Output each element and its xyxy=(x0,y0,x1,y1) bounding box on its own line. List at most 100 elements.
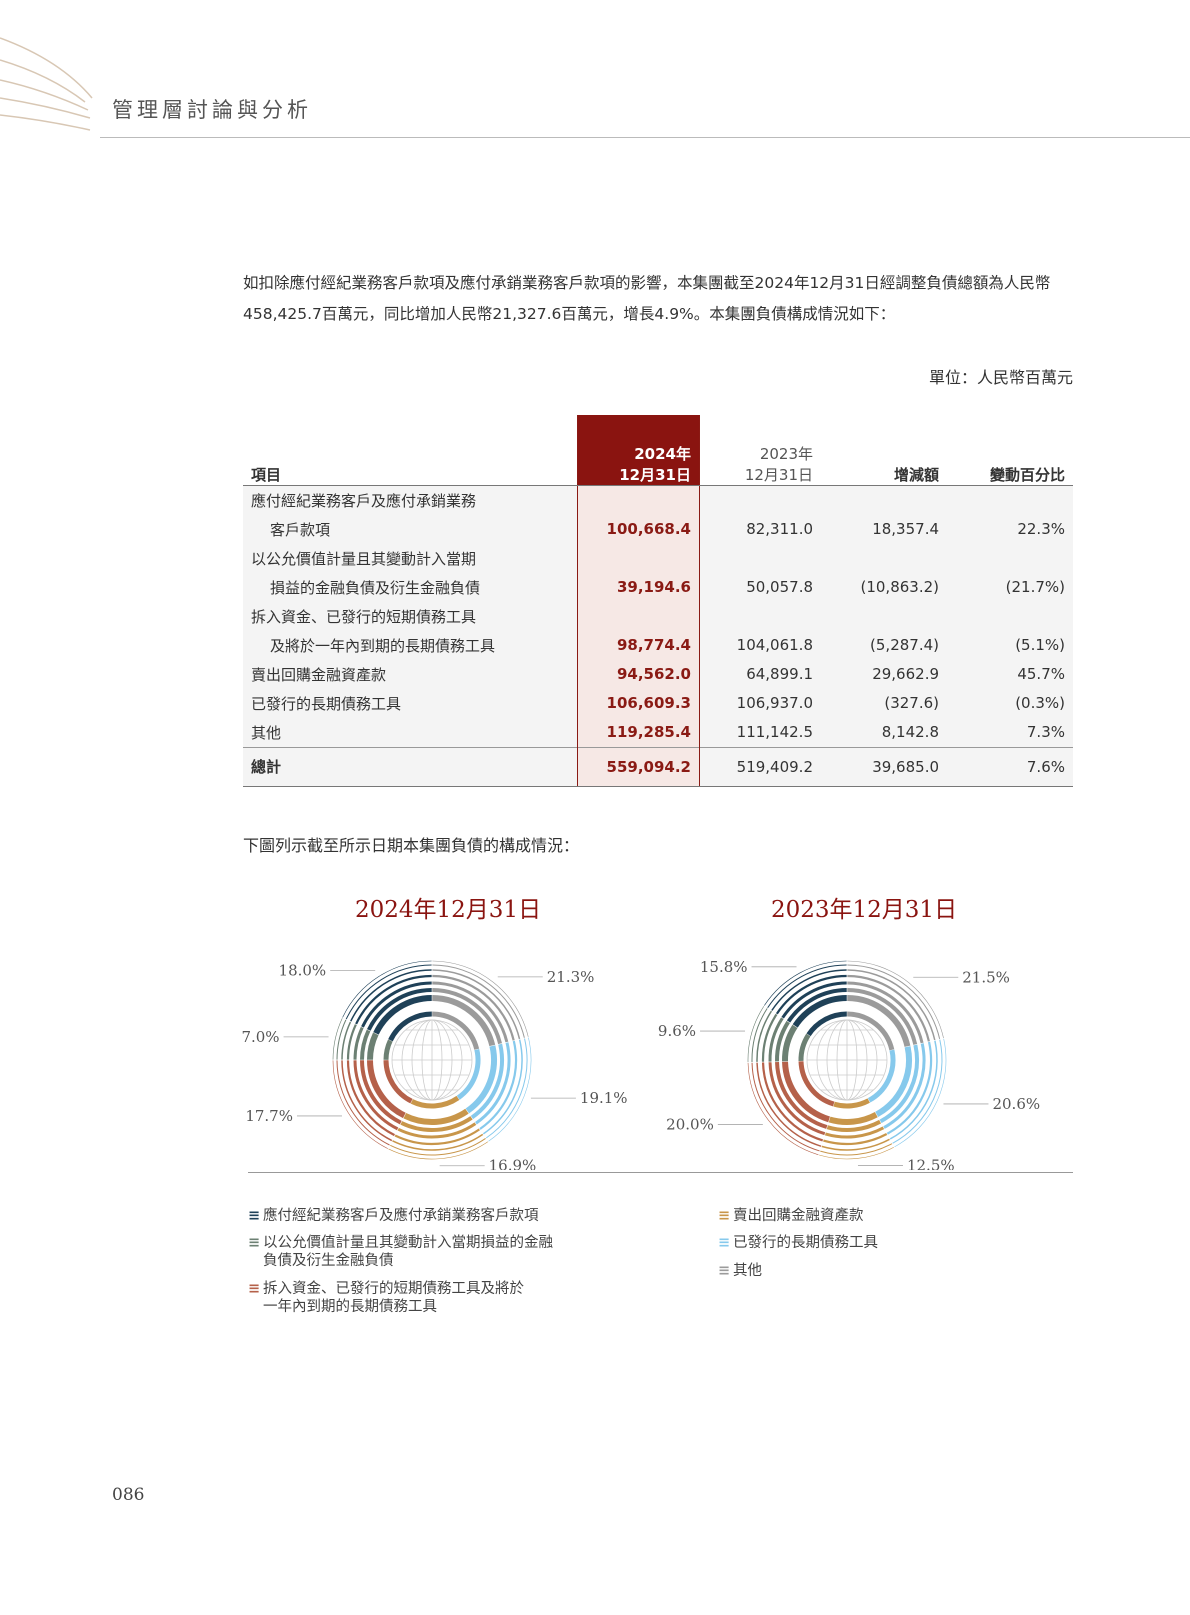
total-2024: 559,094.2 xyxy=(577,746,700,787)
table-row: 賣出回購金融資產款 94,562.0 64,899.1 29,662.9 45.7% xyxy=(243,659,1073,689)
value-2024: 119,285.4 xyxy=(577,717,700,747)
value-2023: 111,142.5 xyxy=(699,717,821,747)
slice-repo xyxy=(388,1095,489,1160)
table-row: 已發行的長期債務工具 106,609.3 106,937.0 (327.6) (0.3… xyxy=(243,688,1073,718)
table-row: 拆入資金、已發行的短期債務工具 xyxy=(243,601,1073,631)
col-item: 項目 xyxy=(243,415,578,486)
slice-label: 19.1% xyxy=(580,1089,628,1107)
slice-longterm xyxy=(456,1037,532,1142)
value-change: 29,662.9 xyxy=(821,659,947,689)
legend-item-borrow: ≡ 拆入資金、已發行的短期債務工具及將於 一年內到期的長期債務工具 xyxy=(248,1280,524,1316)
value-2024: 106,609.3 xyxy=(577,688,700,718)
table-total-row: 總計 559,094.2 519,409.2 39,685.0 7.6% xyxy=(243,746,1073,787)
row-label: 已發行的長期債務工具 xyxy=(243,688,578,718)
slice-longterm xyxy=(867,1038,947,1148)
legend-swatch-icon: ≡ xyxy=(718,1235,731,1251)
slice-other xyxy=(432,960,529,1050)
row-label: 以公允價值計量且其變動計入當期 xyxy=(243,543,578,573)
unit-label: 單位：人民幣百萬元 xyxy=(928,368,1073,387)
col-change: 增減額 xyxy=(821,415,947,486)
legend-item-repo: ≡ 賣出回購金融資產款 xyxy=(718,1207,864,1225)
total-change: 39,685.0 xyxy=(821,746,947,787)
legend-swatch-icon: ≡ xyxy=(718,1263,731,1279)
col-2024: 2024年 12月31日 xyxy=(577,415,700,486)
slice-label: 15.8% xyxy=(700,958,748,976)
value-pct: (5.1%) xyxy=(947,630,1073,660)
value-2023: 64,899.1 xyxy=(699,659,821,689)
legend-item-other: ≡ 其他 xyxy=(718,1262,762,1280)
table-row-cont: 及將於一年內到期的長期債務工具 98,774.4 104,061.8 (5,287.… xyxy=(243,630,1073,660)
legend-label: 已發行的長期債務工具 xyxy=(733,1235,878,1251)
globe-icon xyxy=(391,1019,473,1101)
value-pct: 22.3% xyxy=(947,514,1073,544)
value-2023: 50,057.8 xyxy=(699,572,821,602)
legend-label: 其他 xyxy=(733,1263,762,1279)
value-change: (5,287.4) xyxy=(821,630,947,660)
legend-item-brokerage: ≡ 應付經紀業務客戶及應付承銷業務客戶款項 xyxy=(248,1207,539,1225)
value-2023: 82,311.0 xyxy=(699,514,821,544)
slice-borrow xyxy=(747,1061,835,1156)
legend-label: 賣出回購金融資產款 xyxy=(733,1208,864,1224)
value-change: (10,863.2) xyxy=(821,572,947,602)
intro-paragraph: 如扣除應付經紀業務客戶款項及應付承銷業務客戶款項的影響，本集團截至2024年12… xyxy=(243,274,1051,323)
slice-label: 9.6% xyxy=(658,1022,696,1040)
slice-label: 20.6% xyxy=(992,1095,1040,1113)
slice-fvtpl xyxy=(332,1018,393,1060)
value-change: 18,357.4 xyxy=(821,514,947,544)
slice-repo xyxy=(819,1098,894,1160)
legend-label: 以公允價值計量且其變動計入當期損益的金融 負債及衍生金融負債 xyxy=(263,1235,553,1269)
row-label: 拆入資金、已發行的短期債務工具 xyxy=(243,601,578,631)
slice-borrow xyxy=(332,1060,413,1149)
value-change: (327.6) xyxy=(821,688,947,718)
value-2023: 104,061.8 xyxy=(699,630,821,660)
value-2024: 98,774.4 xyxy=(577,630,700,660)
table-row-cont: 客戶款項 100,668.4 82,311.0 18,357.4 22.3% xyxy=(243,514,1073,544)
slice-brokerage xyxy=(342,960,432,1042)
slice-brokerage xyxy=(764,960,847,1037)
donut-chart-0: 21.3% 19.1% 16.9% 17.7% 7.0% 18.0% xyxy=(241,960,628,1170)
donut-charts: 21.3% 19.1% 16.9% 17.7% 7.0% 18.0% 21.5% 20.6% 1… xyxy=(241,958,1040,1170)
slice-label: 20.0% xyxy=(666,1115,714,1133)
table-row: 以公允價值計量且其變動計入當期 xyxy=(243,543,1073,573)
total-label: 總計 xyxy=(243,746,578,787)
table-row-cont: 損益的金融負債及衍生金融負債 39,194.6 50,057.8 (10,863.2… xyxy=(243,572,1073,602)
chart-title-2023: 2023年12月31日 xyxy=(771,897,958,923)
globe-icon xyxy=(806,1019,888,1101)
header-arcs-decoration xyxy=(0,37,93,131)
legend-swatch-icon: ≡ xyxy=(248,1208,261,1224)
total-pct: 7.6% xyxy=(947,746,1073,787)
slice-label: 17.7% xyxy=(245,1107,293,1125)
slice-label: 16.9% xyxy=(489,1157,537,1170)
total-2023: 519,409.2 xyxy=(699,746,821,787)
slice-other xyxy=(847,960,944,1051)
row-label: 應付經紀業務客戶及應付承銷業務 xyxy=(243,485,578,515)
slice-fvtpl xyxy=(747,1006,811,1063)
slice-label: 7.0% xyxy=(241,1028,279,1046)
value-2024: 94,562.0 xyxy=(577,659,700,689)
row-label: 賣出回購金融資產款 xyxy=(243,659,578,689)
legend-swatch-icon: ≡ xyxy=(248,1281,261,1297)
legend-item-fvtpl: ≡ 以公允價值計量且其變動計入當期損益的金融 負債及衍生金融負債 xyxy=(248,1234,553,1270)
header-divider xyxy=(100,137,1190,138)
legend-item-longterm: ≡ 已發行的長期債務工具 xyxy=(718,1234,878,1252)
value-change: 8,142.8 xyxy=(821,717,947,747)
value-2023: 106,937.0 xyxy=(699,688,821,718)
row-label-cont: 損益的金融負債及衍生金融負債 xyxy=(243,572,578,602)
value-pct: (21.7%) xyxy=(947,572,1073,602)
donut-chart-1: 21.5% 20.6% 12.5% 20.0% 9.6% 15.8% xyxy=(658,958,1040,1170)
slice-label: 12.5% xyxy=(907,1156,955,1170)
value-2024: 39,194.6 xyxy=(577,572,700,602)
row-label-cont: 及將於一年內到期的長期債務工具 xyxy=(243,630,578,660)
table-row: 其他 119,285.4 111,142.5 8,142.8 7.3% xyxy=(243,717,1073,747)
chart-divider xyxy=(248,1172,1073,1173)
chart-title-2024: 2024年12月31日 xyxy=(355,897,542,923)
liabilities-table: 項目 2024年 12月31日 2023年 12月31日 增減額 變動百分比 應付經… xyxy=(243,415,1073,787)
legend-label: 應付經紀業務客戶及應付承銷業務客戶款項 xyxy=(263,1208,539,1224)
value-pct: (0.3%) xyxy=(947,688,1073,718)
value-pct: 45.7% xyxy=(947,659,1073,689)
col-pct: 變動百分比 xyxy=(947,415,1073,486)
col-2023: 2023年 12月31日 xyxy=(699,415,821,486)
slice-label: 21.5% xyxy=(962,968,1010,986)
slice-label: 18.0% xyxy=(279,962,327,980)
